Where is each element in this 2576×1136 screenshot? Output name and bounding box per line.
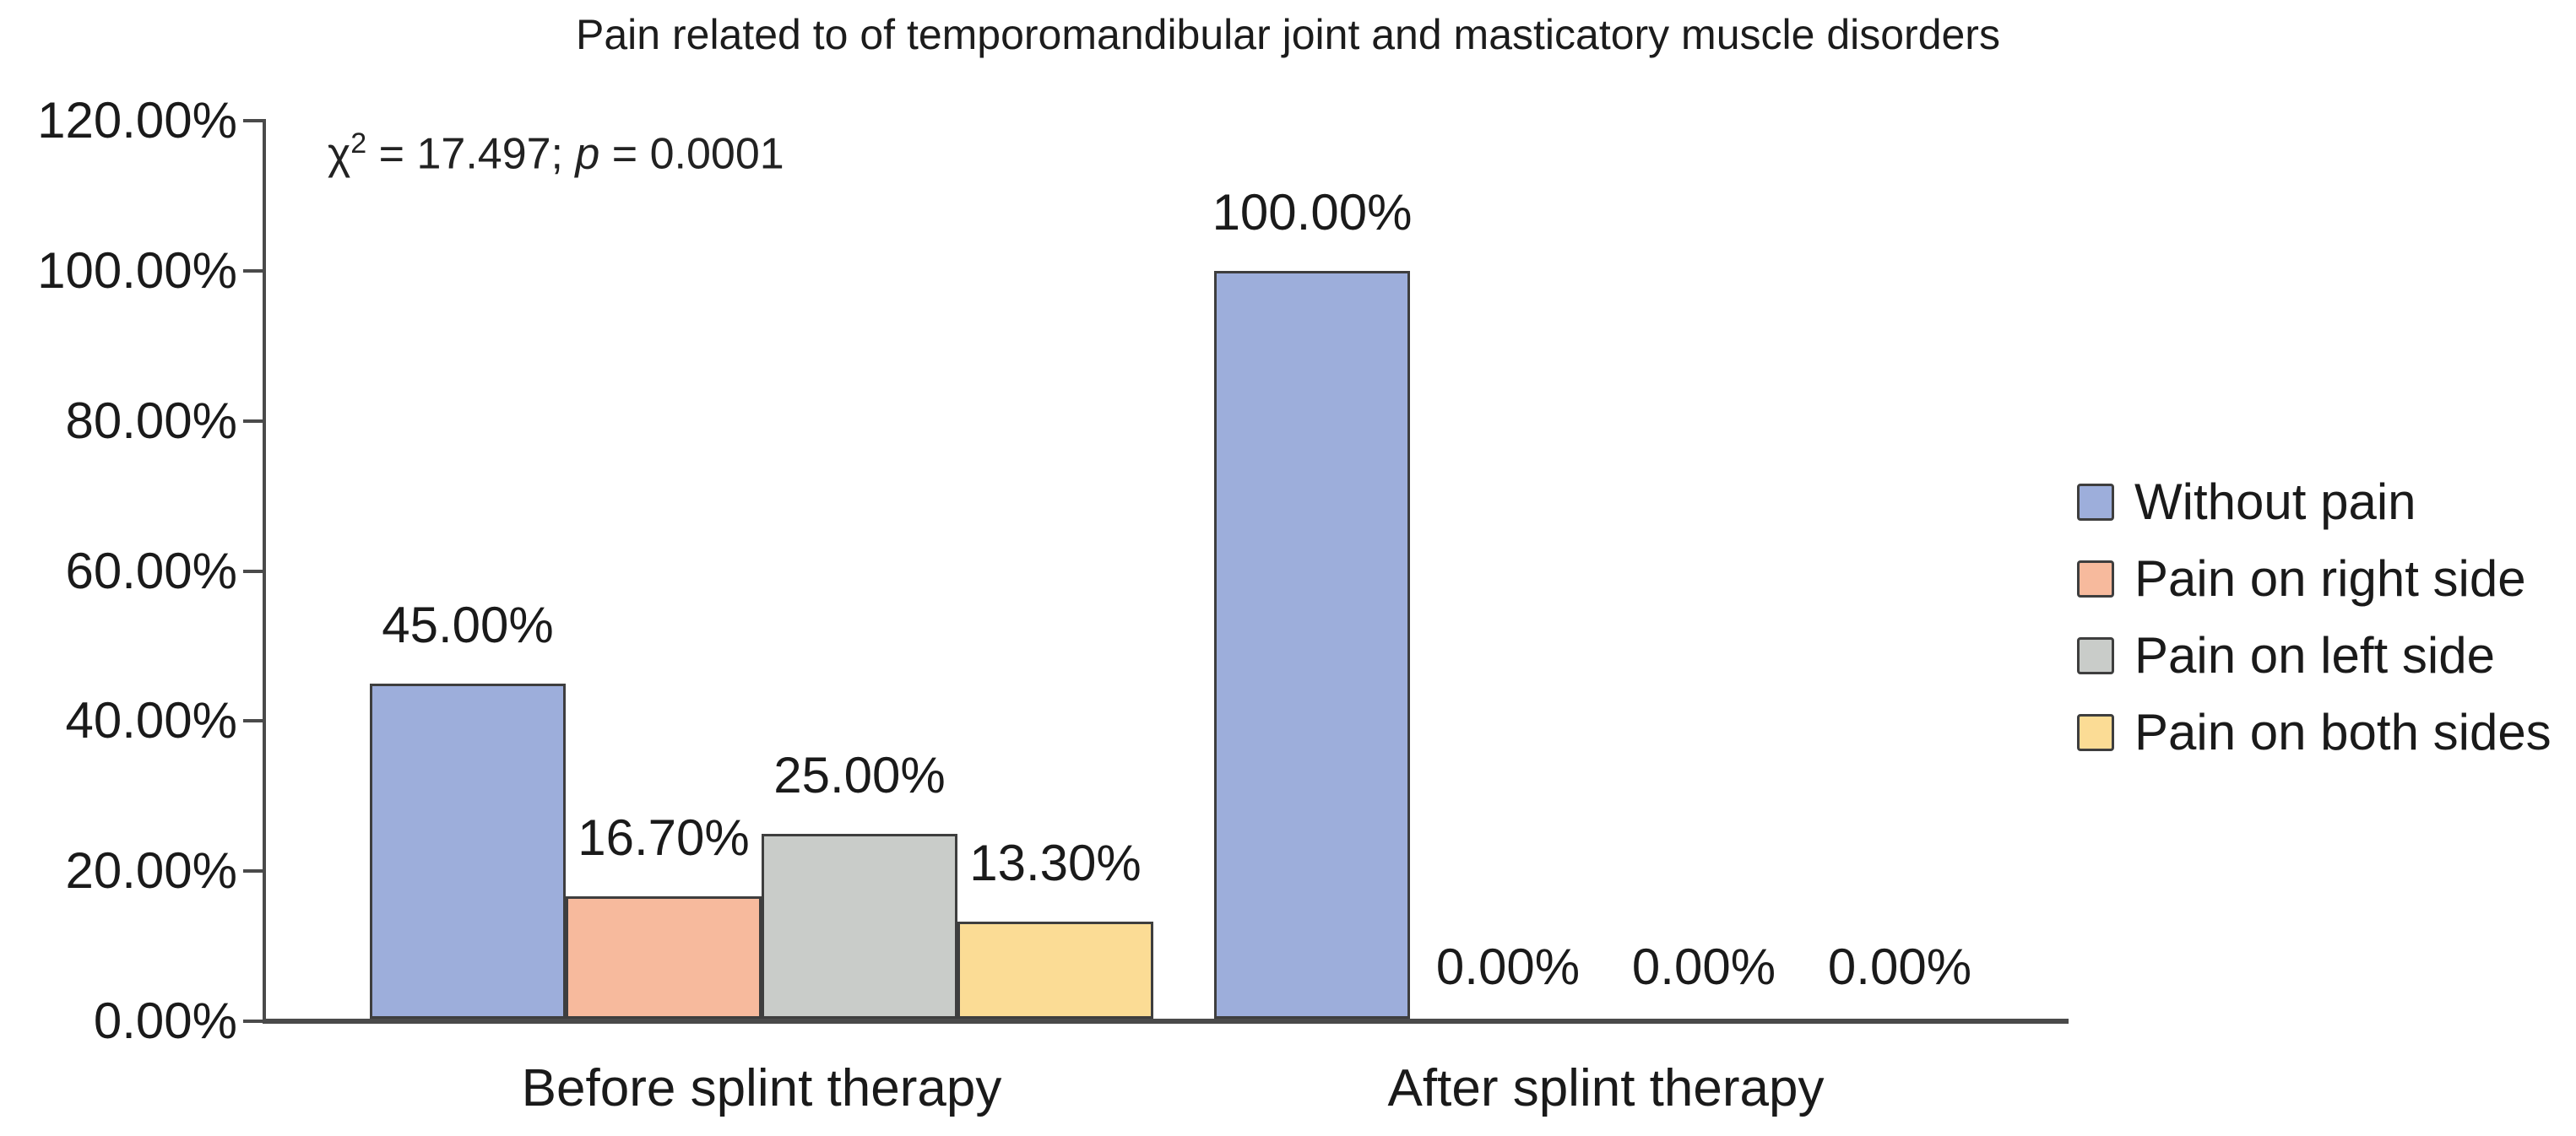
legend-swatch [2077,714,2114,751]
y-axis-tick-label: 0.00% [93,993,237,1049]
legend-label: Without pain [2134,473,2416,530]
legend-label: Pain on both sides [2134,704,2552,760]
y-axis-line [263,119,266,1024]
legend-item: Pain on left side [2077,626,2552,685]
legend-swatch [2077,560,2114,598]
y-axis-tick-label: 80.00% [65,392,238,449]
legend-item: Pain on right side [2077,549,2552,609]
bar-value-label: 0.00% [1435,939,1581,995]
y-axis-tick [243,1020,264,1023]
bar-value-label: 13.30% [969,834,1142,891]
legend-swatch [2077,637,2114,674]
y-axis-tick-label: 20.00% [65,842,238,900]
legend: Without pain Pain on right side Pain on … [2077,473,2552,762]
x-category-label-before: Before splint therapy [521,1059,1002,1117]
bar-without-pain-after [1214,270,1410,1019]
bar-pain-on-left-side-before [762,833,957,1019]
y-axis-tick [243,419,264,423]
legend-label: Pain on right side [2134,550,2526,607]
chi-square-annotation: χ2 = 17.497; p = 0.0001 [328,116,784,181]
y-axis-tick [243,869,264,874]
legend-item: Pain on both sides [2077,703,2552,762]
y-axis-tick [243,119,264,122]
chi-symbol: χ [328,129,351,179]
y-axis-tick-label: 120.00% [37,92,237,149]
legend-swatch [2077,484,2114,521]
y-axis-tick-label: 40.00% [65,692,238,749]
bar-pain-on-both-sides-before [957,921,1153,1019]
chi-value: = 17.497; [366,129,576,179]
bar-value-label: 16.70% [578,809,750,866]
bar-value-label: 45.00% [382,596,554,653]
y-axis-tick-label: 60.00% [65,542,238,599]
bar-value-label: 0.00% [1827,939,1972,995]
legend-label: Pain on left side [2134,627,2495,684]
x-axis-line [263,1019,2069,1024]
bar-value-label: 100.00% [1212,183,1413,241]
bar-without-pain-before [370,683,566,1019]
bar-pain-on-right-side-before [566,895,762,1019]
bar-value-label: 25.00% [773,746,946,803]
y-axis-tick-label: 100.00% [37,241,237,299]
x-category-label-after: After splint therapy [1387,1059,1825,1117]
p-value: = 0.0001 [599,129,784,179]
p-symbol: p [575,129,600,179]
chi-exponent: 2 [350,127,367,160]
y-axis-tick [243,268,264,273]
y-axis-tick [243,719,264,723]
y-axis-tick [243,569,264,573]
bar-value-label: 0.00% [1631,939,1776,995]
chart-title: Pain related to of temporomandibular joi… [576,11,2000,58]
legend-item: Without pain [2077,473,2552,532]
